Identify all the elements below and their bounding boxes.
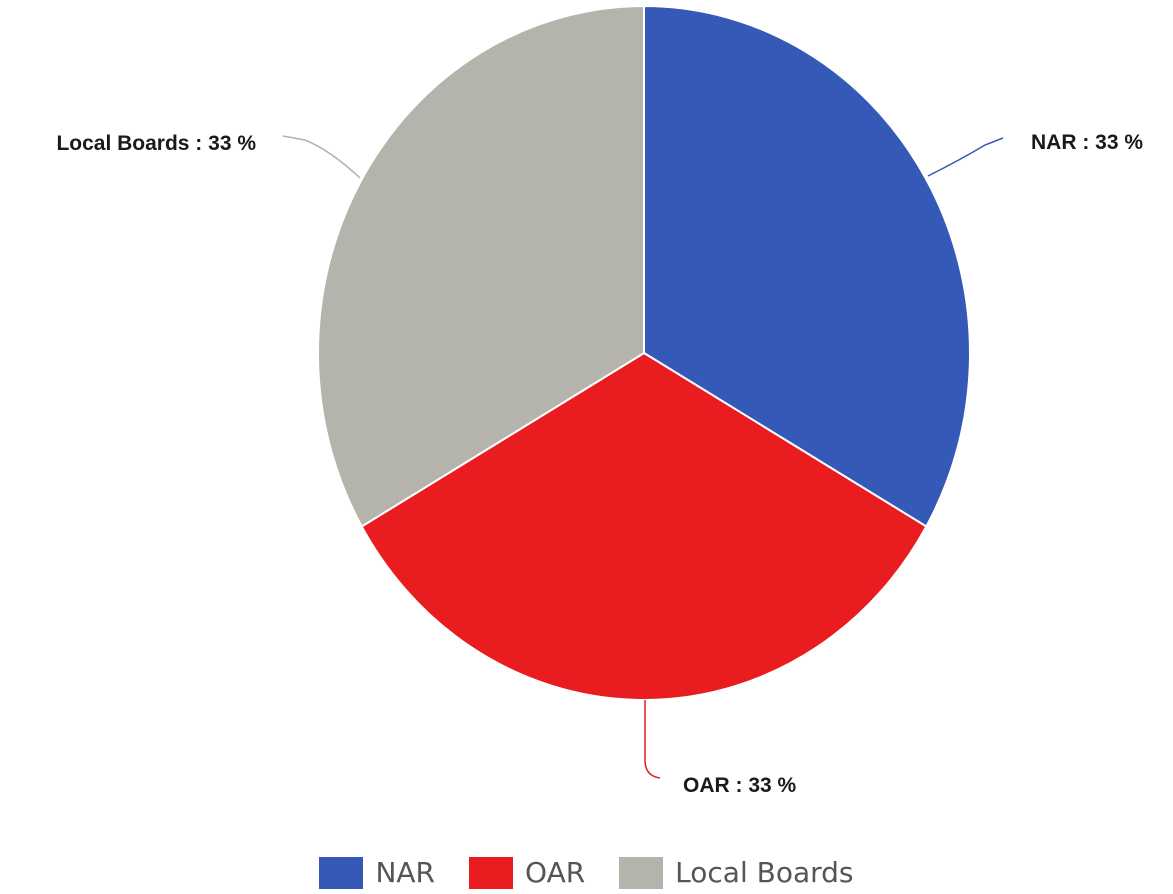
chart-legend: NAR OAR Local Boards <box>0 852 1173 894</box>
legend-label-oar: OAR <box>525 856 586 889</box>
legend-swatch-nar <box>319 857 364 889</box>
slice-label-oar: OAR : 33 % <box>683 774 797 797</box>
leader-line-nar <box>927 137 1004 177</box>
label-leader-lines <box>282 135 1004 779</box>
legend-swatch-local-boards <box>619 857 664 889</box>
legend-item-nar[interactable]: NAR <box>319 857 435 889</box>
pie-slice-oar[interactable] <box>360 352 928 701</box>
pie-slices <box>317 5 971 701</box>
slice-label-nar: NAR : 33 % <box>1031 131 1143 154</box>
leader-line-local-boards <box>282 135 361 179</box>
pie-slice-local-boards[interactable] <box>317 5 645 528</box>
slice-label-local-boards: Local Boards : 33 % <box>56 132 256 155</box>
legend-item-local-boards[interactable]: Local Boards <box>619 856 854 889</box>
legend-label-nar: NAR <box>375 856 436 889</box>
legend-swatch-oar <box>469 857 514 889</box>
legend-label-local-boards: Local Boards <box>675 856 854 889</box>
legend-item-oar[interactable]: OAR <box>469 857 585 889</box>
slice-labels: NAR : 33 % OAR : 33 % Local Boards : 33 … <box>56 131 1143 797</box>
pie-slice-nar[interactable] <box>643 5 971 528</box>
leader-line-oar <box>644 700 661 779</box>
